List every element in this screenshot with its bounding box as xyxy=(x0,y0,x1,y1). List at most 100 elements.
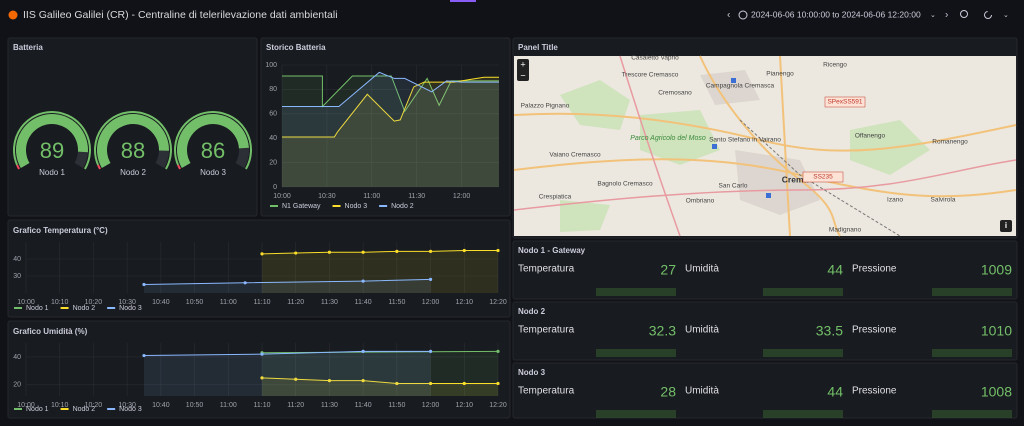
road-shield xyxy=(802,171,844,183)
data-point xyxy=(327,250,332,254)
map-label: Crespiatica xyxy=(539,194,572,201)
grafana-logo[interactable] xyxy=(8,10,18,20)
time-back[interactable]: ‹ xyxy=(727,10,730,21)
map-main-roads xyxy=(513,55,1017,237)
x-tick-label: 11:30 xyxy=(321,402,338,409)
map-label: Trescore Cremasco xyxy=(622,72,679,79)
map-marker[interactable] xyxy=(766,193,771,198)
map-label: Pianengo xyxy=(766,71,794,78)
series-area xyxy=(282,75,499,187)
x-tick-label: 11:10 xyxy=(254,299,271,306)
map-label: Offanengo xyxy=(855,133,886,140)
x-tick-label: 10:30 xyxy=(318,193,336,200)
map-label: Parco Agricolo del Moso xyxy=(630,135,706,142)
data-point xyxy=(142,282,146,287)
series-area xyxy=(144,351,431,396)
refresh[interactable] xyxy=(984,11,992,19)
refresh-dropdown[interactable]: ⌄ xyxy=(1003,12,1009,19)
data-point xyxy=(496,349,500,353)
x-tick-label: 10:30 xyxy=(118,402,136,409)
map-marker[interactable] xyxy=(731,78,736,83)
legend-label: Nodo 3 xyxy=(119,305,142,312)
map-label: Izano xyxy=(887,197,903,204)
x-tick-label: 12:20 xyxy=(489,299,507,306)
map-info-icon[interactable]: i xyxy=(1005,221,1007,230)
data-point xyxy=(428,277,433,281)
data-point xyxy=(260,376,264,380)
time-forward[interactable]: › xyxy=(945,10,948,21)
zoom-out[interactable] xyxy=(960,10,968,18)
series-line xyxy=(261,250,498,255)
x-tick-label: 11:30 xyxy=(321,299,338,306)
x-tick-label: 11:00 xyxy=(220,299,237,306)
map-roads xyxy=(513,55,1017,237)
x-tick-label: 12:00 xyxy=(453,193,471,200)
data-point xyxy=(361,279,365,283)
panel-umidita xyxy=(7,320,511,419)
data-point xyxy=(428,349,433,353)
panel-title: Grafico Temperatura (°C) xyxy=(13,226,108,235)
x-tick-label: 12:10 xyxy=(456,299,474,306)
data-point xyxy=(462,381,466,386)
series-line xyxy=(282,76,499,138)
map-label: SS235 xyxy=(813,174,833,181)
stat-label: Temperatura xyxy=(518,264,575,275)
x-tick-label: 10:00 xyxy=(17,402,35,409)
series-area xyxy=(282,77,499,187)
map-label: SPexSS591 xyxy=(827,99,862,106)
data-point xyxy=(294,377,298,381)
map-label: Romanengo xyxy=(932,139,968,146)
legend-label: Nodo 1 xyxy=(26,305,49,312)
map-info[interactable] xyxy=(1000,220,1012,232)
data-point xyxy=(260,352,264,356)
stat-value: 44 xyxy=(827,262,843,278)
x-tick-label: 11:30 xyxy=(408,193,425,200)
stat-value: 33.5 xyxy=(816,323,843,339)
map-label: Madignano xyxy=(829,227,862,234)
series-line xyxy=(143,350,431,357)
stat-label: Temperatura xyxy=(518,325,575,336)
y-tick-label: 20 xyxy=(269,159,277,166)
x-tick-label: 11:00 xyxy=(220,402,237,409)
series-area xyxy=(262,377,498,396)
clock-icon[interactable] xyxy=(738,10,748,20)
sparkline xyxy=(932,288,1012,296)
series-line xyxy=(261,350,499,354)
map-zoom[interactable] xyxy=(517,59,529,81)
data-point xyxy=(462,248,466,253)
time-range[interactable]: 2024-06-06 10:00:00 to 2024-06-06 12:20:… xyxy=(751,9,921,19)
map-label: Cremosano xyxy=(658,90,692,97)
x-tick-label: 11:10 xyxy=(254,402,271,409)
data-point xyxy=(428,249,433,253)
series-area xyxy=(282,72,499,187)
x-tick-label: 11:50 xyxy=(388,402,405,409)
sparkline xyxy=(596,349,676,357)
map-label: Ombriano xyxy=(686,198,715,205)
panel-title: Batteria xyxy=(13,43,43,52)
series-line xyxy=(143,278,431,285)
map-marker[interactable] xyxy=(712,144,717,149)
zoom-in[interactable]: + xyxy=(520,59,525,69)
x-tick-label: 12:00 xyxy=(422,299,440,306)
zoom-out[interactable]: − xyxy=(520,70,525,80)
x-tick-label: 12:10 xyxy=(456,402,474,409)
x-tick-label: 10:10 xyxy=(51,299,69,306)
stat-label: Pressione xyxy=(852,325,897,336)
data-point xyxy=(294,251,298,255)
map[interactable]: + − i Casaletto Vaprio Trescore Cremasco C… xyxy=(513,55,1017,237)
stat-value: 44 xyxy=(827,384,843,400)
sparkline xyxy=(932,349,1012,357)
x-tick-label: 11:00 xyxy=(363,193,380,200)
data-point xyxy=(428,381,433,386)
map-label: Bagnolo Cremasco xyxy=(597,181,653,188)
x-tick-label: 12:00 xyxy=(422,402,440,409)
loading-bar xyxy=(450,0,476,2)
y-tick-label: 40 xyxy=(13,354,21,361)
sparkline xyxy=(596,410,676,418)
x-tick-label: 11:20 xyxy=(287,402,304,409)
time-dropdown[interactable]: ⌄ xyxy=(930,12,936,19)
y-tick-label: 30 xyxy=(13,273,21,280)
x-tick-label: 10:30 xyxy=(118,299,136,306)
stat-label: Pressione xyxy=(852,386,897,397)
